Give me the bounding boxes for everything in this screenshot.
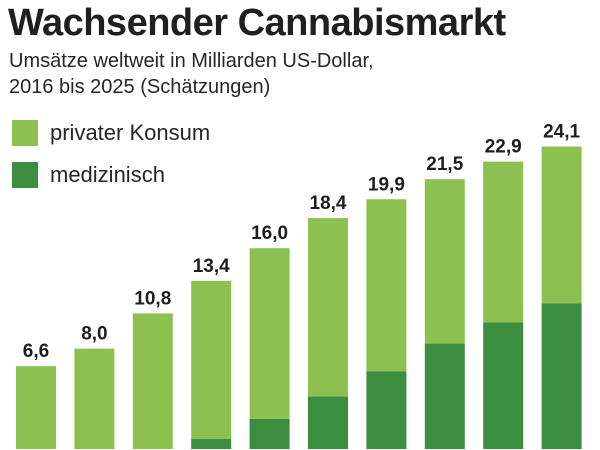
value-label-9: 24,1 [543,122,580,143]
legend-item-privater-konsum: privater Konsum [12,118,210,148]
bar-medizinisch-6 [366,371,407,449]
bar-privater-konsum-0 [16,366,56,449]
chart-title: Wachsender Cannabismarkt [8,2,506,44]
value-label-2: 10,8 [134,288,171,309]
legend-item-medizinisch: medizinisch [12,160,165,190]
value-label-0: 6,6 [23,341,49,362]
bar-medizinisch-3 [191,438,232,449]
chart-subtitle: Umsätze weltweit in Milliarden US-Dollar… [9,48,529,100]
subtitle-line-1: Umsätze weltweit in Milliarden US-Dollar… [9,50,374,72]
bar-privater-konsum-2 [132,313,173,449]
subtitle-line-2: 2016 bis 2025 (Schätzungen) [9,76,271,98]
value-label-1: 8,0 [81,324,107,345]
value-label-8: 22,9 [485,137,522,158]
bar-medizinisch-7 [424,343,465,449]
value-label-6: 19,9 [368,174,405,195]
bar-medizinisch-9 [541,303,582,449]
bar-privater-konsum-5 [308,218,348,397]
bar-medizinisch-4 [249,418,290,449]
value-label-4: 16,0 [251,223,288,244]
legend-swatch-privater-konsum [12,120,38,146]
bar-privater-konsum-8 [483,161,524,323]
value-label-7: 21,5 [426,154,463,175]
value-label-3: 13,4 [193,256,230,277]
value-label-5: 18,4 [310,193,347,214]
bar-privater-konsum-6 [366,199,407,372]
legend-swatch-medizinisch [12,162,38,188]
bar-privater-konsum-9 [541,146,582,304]
legend-label-medizinisch: medizinisch [50,162,165,187]
bar-privater-konsum-7 [424,179,465,344]
legend-label-privater-konsum: privater Konsum [50,120,211,145]
bar-privater-konsum-4 [249,248,290,419]
bar-privater-konsum-3 [191,280,232,439]
bar-privater-konsum-1 [74,348,115,449]
bar-medizinisch-5 [308,396,348,449]
bar-medizinisch-8 [483,322,524,449]
